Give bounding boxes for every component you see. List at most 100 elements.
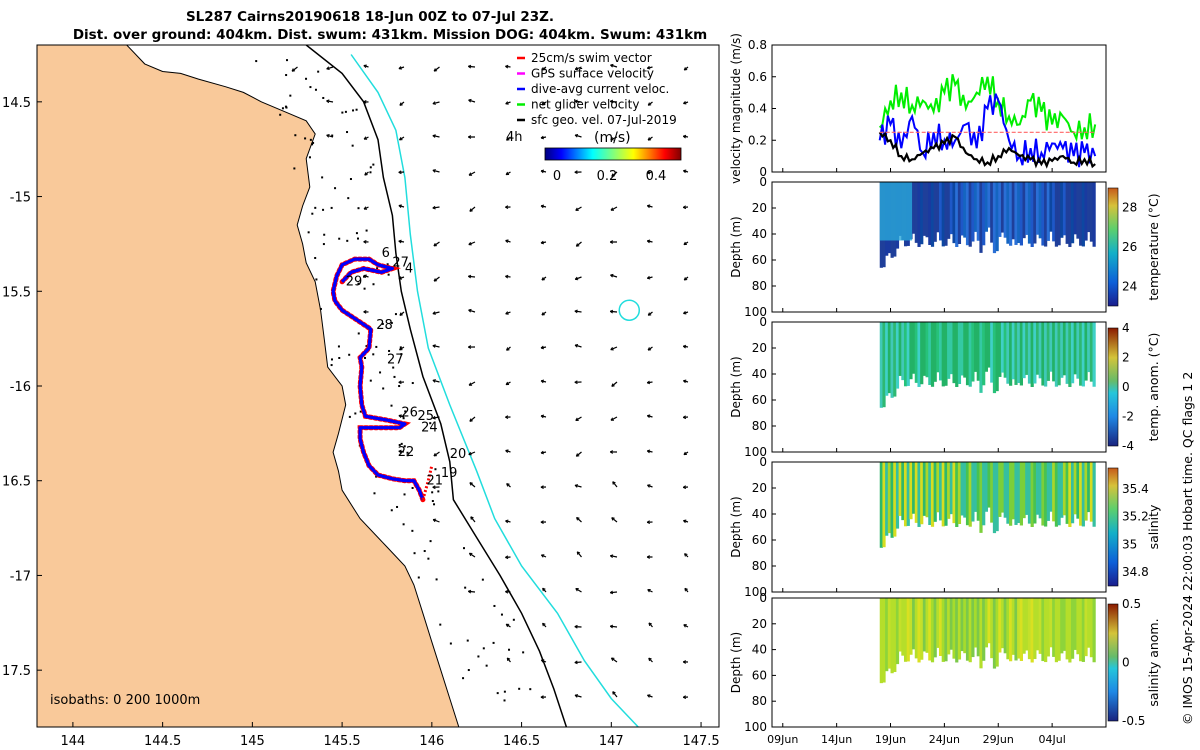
geo-arrow-head [647,588,651,593]
heatmap-column [968,182,972,247]
geo-arrow-head [540,659,545,663]
heatmap-column [936,182,940,233]
geo-arrow-head [363,64,367,69]
reef-dot [398,444,401,447]
heatmap-column [936,322,940,373]
geo-arrow-head [574,276,579,281]
heatmap-column [909,598,913,655]
heatmap-column [1084,598,1088,657]
geo-arrow-head [612,691,616,695]
reef-dot [357,332,360,335]
reef-dot [435,578,438,581]
geo-arrow-head [468,241,472,246]
geo-arrow-head [646,380,651,385]
geo-arrow-head [610,63,614,68]
heatmap-column [1084,462,1088,521]
geo-arrow [610,136,618,141]
heatmap-column [1033,598,1037,660]
heatmap-column [1033,182,1037,244]
reef-dot [411,382,414,385]
heatmap-column [1003,182,1007,238]
heatmap-column [1052,462,1056,522]
reef-dot [349,178,352,181]
geo-arrow-head [646,520,651,525]
heatmap-column [1087,598,1091,648]
reef-dot [312,141,315,144]
reef-dot [281,107,284,110]
reef-dot [363,287,366,290]
heatmap-column [1017,462,1021,524]
heatmap-column [933,322,937,382]
geo-arrow-head [575,207,579,211]
heatmap-column [917,598,921,663]
reef-dot [330,364,333,367]
geo-arrow-head [574,694,579,698]
heatmap-column [944,182,948,246]
geo-arrow-head [432,344,436,348]
heatmap-column [930,462,935,527]
heatmap-column [1019,322,1023,386]
reef-dot [346,131,349,134]
reef-dot [307,231,310,234]
reef-dot [359,410,362,413]
colorbar-tick: 34.8 [1122,565,1149,579]
geo-arrow-head [468,382,473,386]
geo-arrow [326,100,334,103]
heatmap-column [912,322,916,374]
heatmap-column [955,462,959,527]
reef-dot [289,94,292,97]
heatmap-column [1046,322,1050,381]
geo-arrow [611,171,618,177]
geo-arrow [433,451,440,457]
y-tick-label: 15.5 [2,285,31,300]
heatmap-column [922,598,927,652]
geo-arrow-head [326,66,330,71]
heatmap-column [933,598,937,658]
reef-dot [293,167,296,170]
x-tick-label: 147 [599,734,624,749]
isobath-1000m [350,54,639,727]
geo-arrow-head [574,380,578,385]
geo-arrow-head [506,137,510,141]
reef-dot [355,108,358,111]
geo-arrow [432,101,440,105]
depth-tick: 40 [752,367,767,381]
panel-ylabel: Depth (m) [729,356,743,417]
geo-arrow-head [647,312,652,316]
reef-dot [392,366,395,369]
isobaths-label: isobaths: 0 200 1000m [50,693,200,708]
geo-arrow [468,381,476,386]
heatmap-column [920,462,924,525]
heatmap-column [1054,322,1059,387]
day-label: 29 [346,275,363,290]
geo-arrow-head [575,243,580,247]
reef-dot [518,687,521,690]
reef-dot [429,422,432,425]
geo-arrow-head [610,657,615,661]
reef-dot [309,86,312,89]
day-label: 22 [398,445,415,460]
geo-arrow [468,241,476,246]
heatmap-column [963,182,967,238]
geo-arrow [432,206,440,209]
geo-arrow-head [610,136,614,141]
y-tick-label: 16.5 [2,475,31,490]
time-tick-label: 09Jun [767,733,798,746]
geo-arrow [610,100,618,103]
heatmap-column [990,182,994,243]
heatmap-column [947,598,951,655]
heatmap-column [995,598,999,667]
heatmap-column [920,182,924,245]
x-tick-label: 147.5 [682,734,719,749]
heatmap-column [1017,182,1021,244]
heatmap-column [1081,462,1085,527]
depth-tick: 60 [752,393,767,407]
geo-arrow [432,416,440,419]
geo-arrow-head [363,136,368,140]
heatmap-column [965,322,970,386]
day-label: 26 [401,405,418,420]
heatmap-column [982,598,986,661]
heatmap-column [1054,182,1059,247]
heatmap-column [882,322,886,408]
